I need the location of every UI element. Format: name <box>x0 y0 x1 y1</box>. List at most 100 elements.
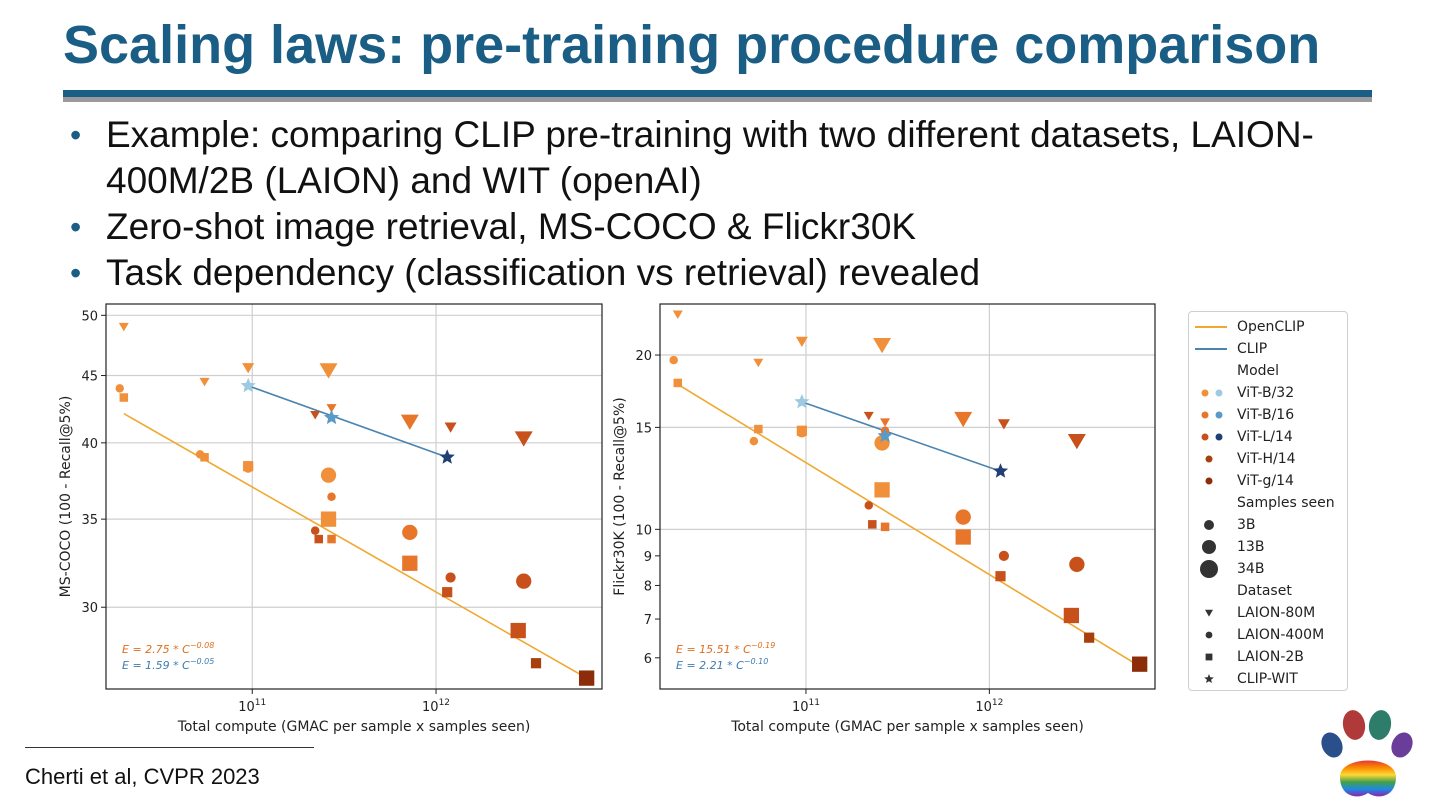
data-point <box>402 555 418 571</box>
bullet-text: Example: comparing CLIP pre-training wit… <box>106 114 1314 201</box>
y-tick-label: 6 <box>644 652 652 667</box>
x-tick-label: 1011 <box>792 698 820 715</box>
data-point <box>243 461 254 472</box>
data-point <box>1084 632 1095 643</box>
fit-line-clip <box>247 385 448 459</box>
legend-item: Dataset <box>1189 580 1347 602</box>
data-point <box>516 573 532 589</box>
legend-item: ViT-H/14 <box>1189 448 1347 470</box>
data-point <box>749 436 759 446</box>
legend-item: Samples seen <box>1189 492 1347 514</box>
legend-dot <box>1201 433 1209 441</box>
legend-item: 3B <box>1189 514 1347 536</box>
bullet-dot-icon: • <box>70 209 82 245</box>
data-point <box>880 418 891 427</box>
legend-label: CLIP <box>1237 341 1268 357</box>
bullet-dot-icon: • <box>70 117 82 153</box>
data-point <box>514 431 533 447</box>
legend-symbol-icon <box>1201 389 1223 397</box>
chart-legend: OpenCLIP CLIP Model ViT-B/32 ViT-B/16 ViT-L/1… <box>1188 311 1348 691</box>
legend-item: LAION-80M <box>1189 602 1347 624</box>
data-point <box>864 501 874 510</box>
bullet-list: • Example: comparing CLIP pre-training w… <box>70 112 1350 296</box>
data-point <box>326 404 337 413</box>
data-point <box>992 463 1009 478</box>
legend-label: Model <box>1237 363 1280 379</box>
data-point <box>439 449 455 464</box>
y-tick-label: 30 <box>81 601 98 616</box>
mscoco-chart: 1011 1012 30 35 40 45 50 E = 2.75 * C−0.08 E = 1… <box>0 290 620 740</box>
legend-label: 3B <box>1237 517 1256 533</box>
data-point <box>877 427 893 443</box>
legend-symbol-icon <box>1189 580 1237 602</box>
x-axis-label: Total compute (GMAC per sample x samples… <box>730 719 1084 735</box>
plot-frame <box>659 303 1156 690</box>
data-point <box>1132 656 1148 672</box>
legend-symbol-icon <box>1202 540 1216 554</box>
y-tick-label: 9 <box>644 550 652 565</box>
data-point <box>795 336 808 347</box>
data-point <box>200 453 209 462</box>
data-point <box>1069 556 1085 573</box>
data-point <box>863 411 874 421</box>
legend-item: Model <box>1189 360 1347 382</box>
legend-item: LAION-400M <box>1189 624 1347 646</box>
fit-equation: E = 2.21 * C−0.10 <box>676 657 768 672</box>
legend-item: ViT-g/14 <box>1189 470 1347 492</box>
legend-symbol-icon <box>1205 609 1213 617</box>
data-point <box>320 467 337 483</box>
legend-dot <box>1205 477 1213 485</box>
legend-item: 13B <box>1189 536 1347 558</box>
legend-item: ViT-L/14 <box>1189 426 1347 448</box>
legend-marker <box>1205 609 1213 617</box>
legend-dot <box>1201 389 1209 397</box>
y-tick-label: 7 <box>644 613 652 628</box>
legend-symbol-icon <box>1205 631 1213 639</box>
flickr30k-chart-svg: 1011 1012 6 7 8 9 10 15 20 E = 15.51 * C−0.19E = … <box>612 303 1156 735</box>
data-point <box>672 310 683 319</box>
data-point <box>669 355 678 365</box>
bullet-text: Task dependency (classification vs retri… <box>106 252 981 293</box>
data-point <box>240 377 256 393</box>
title-rule-blue <box>63 90 1372 97</box>
bullet-item: • Zero-shot image retrieval, MS-COCO & F… <box>70 204 1350 250</box>
data-point <box>327 492 336 501</box>
fit-line-clip <box>801 401 1001 472</box>
data-point <box>402 524 418 540</box>
x-axis-label: Total compute (GMAC per sample x samples… <box>177 719 531 735</box>
data-point <box>242 363 255 374</box>
bullet-text: Zero-shot image retrieval, MS-COCO & Fli… <box>106 206 917 247</box>
legend-symbol-icon <box>1205 653 1213 661</box>
bullet-dot-icon: • <box>70 255 82 291</box>
legend-symbol-icon <box>1201 411 1223 419</box>
legend-symbol-icon <box>1195 348 1227 350</box>
x-tick-label: 1011 <box>238 698 266 715</box>
legend-label: Samples seen <box>1237 495 1335 511</box>
legend-label: ViT-L/14 <box>1237 429 1293 445</box>
y-tick-label: 20 <box>635 349 652 364</box>
legend-item: 34B <box>1189 558 1347 580</box>
data-point <box>510 622 526 639</box>
slide-title: Scaling laws: pre-training procedure com… <box>63 15 1321 75</box>
data-point <box>796 425 807 436</box>
legend-label: ViT-B/16 <box>1237 407 1295 423</box>
y-tick-label: 35 <box>81 513 98 528</box>
data-point <box>118 322 129 332</box>
mscoco-chart-svg: 1011 1012 30 35 40 45 50 E = 2.75 * C−0.08E = 1… <box>58 303 603 735</box>
legend-marker <box>1204 674 1214 683</box>
data-point <box>320 511 337 527</box>
data-point <box>119 393 129 402</box>
y-tick-label: 10 <box>635 523 652 538</box>
paw-logo-icon <box>1321 710 1413 797</box>
data-point <box>868 520 877 529</box>
data-point <box>874 482 890 498</box>
data-point <box>319 363 338 379</box>
data-point <box>673 378 683 388</box>
legend-label: ViT-B/32 <box>1237 385 1295 401</box>
data-point <box>997 419 1010 430</box>
data-point <box>995 571 1006 582</box>
bullet-item: • Task dependency (classification vs ret… <box>70 250 1350 296</box>
legend-symbol-icon <box>1205 455 1213 463</box>
data-point <box>314 534 323 544</box>
legend-symbol-icon <box>1204 674 1214 683</box>
